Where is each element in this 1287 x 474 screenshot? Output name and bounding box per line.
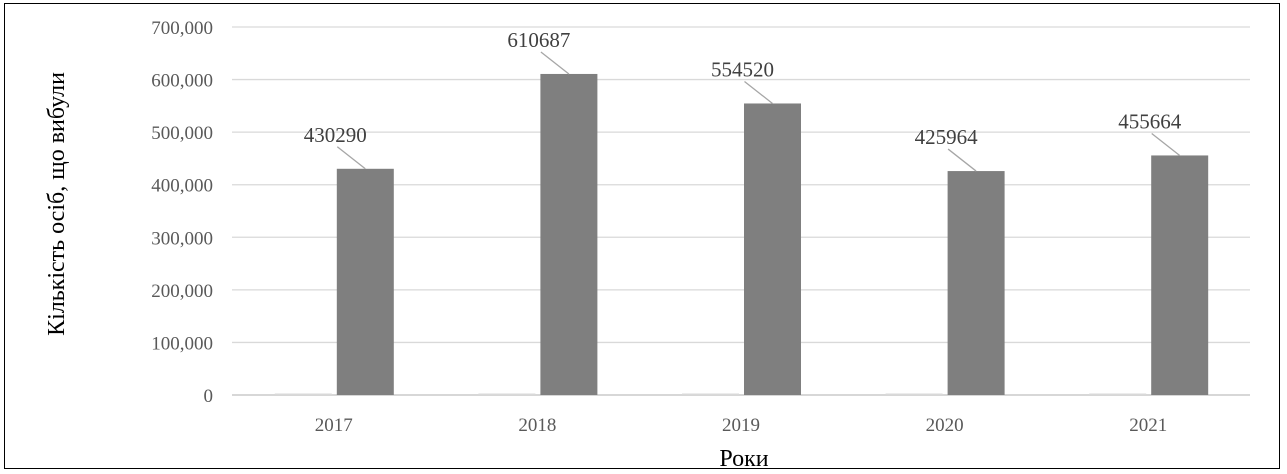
y-tick-label: 200,000 bbox=[151, 281, 213, 302]
y-tick-label: 600,000 bbox=[151, 71, 213, 92]
bar-zero bbox=[274, 393, 332, 395]
bars bbox=[274, 73, 1209, 396]
y-tick-label: 500,000 bbox=[151, 123, 213, 144]
y-tick-label: 700,000 bbox=[151, 18, 213, 39]
x-axis-ticks: 2017 2018 2019 2020 2021 bbox=[315, 415, 1167, 436]
leader-line bbox=[947, 148, 977, 172]
data-labels: 430290 610687 554520 425964 455664 bbox=[304, 28, 1182, 149]
data-label: 455664 bbox=[1118, 109, 1182, 133]
bar bbox=[1151, 155, 1209, 395]
y-axis-title: Кількість осіб, що вибули bbox=[44, 72, 70, 336]
x-tick-label: 2021 bbox=[1129, 415, 1167, 436]
x-tick-label: 2018 bbox=[518, 415, 556, 436]
chart-frame bbox=[4, 3, 1280, 469]
x-tick-label: 2019 bbox=[722, 415, 760, 436]
x-tick-label: 2017 bbox=[315, 415, 353, 436]
bar bbox=[336, 168, 394, 395]
y-axis-ticks: 0 100,000 200,000 300,000 400,000 500,000 600,… bbox=[151, 18, 213, 407]
data-label: 425964 bbox=[915, 125, 979, 149]
data-label-leaders bbox=[336, 51, 1181, 172]
bar bbox=[947, 171, 1005, 395]
data-label: 554520 bbox=[711, 57, 774, 81]
leader-line bbox=[336, 146, 366, 170]
y-tick-label: 0 bbox=[204, 386, 214, 407]
x-axis-title: Роки bbox=[719, 446, 768, 472]
leader-line bbox=[1151, 132, 1181, 156]
y-tick-label: 300,000 bbox=[151, 228, 213, 249]
bar-zero bbox=[1089, 393, 1147, 395]
bar bbox=[540, 73, 598, 395]
bar-zero bbox=[478, 393, 536, 395]
x-tick-label: 2020 bbox=[926, 415, 964, 436]
bar bbox=[744, 103, 801, 396]
gridlines bbox=[232, 26, 1250, 396]
bar-zero bbox=[682, 393, 739, 395]
leader-line bbox=[744, 80, 773, 104]
bar-zero bbox=[885, 393, 943, 395]
data-label: 430290 bbox=[304, 123, 367, 147]
y-tick-label: 400,000 bbox=[151, 176, 213, 197]
data-label: 610687 bbox=[507, 28, 570, 52]
y-tick-label: 100,000 bbox=[151, 333, 213, 354]
leader-line bbox=[540, 51, 570, 75]
